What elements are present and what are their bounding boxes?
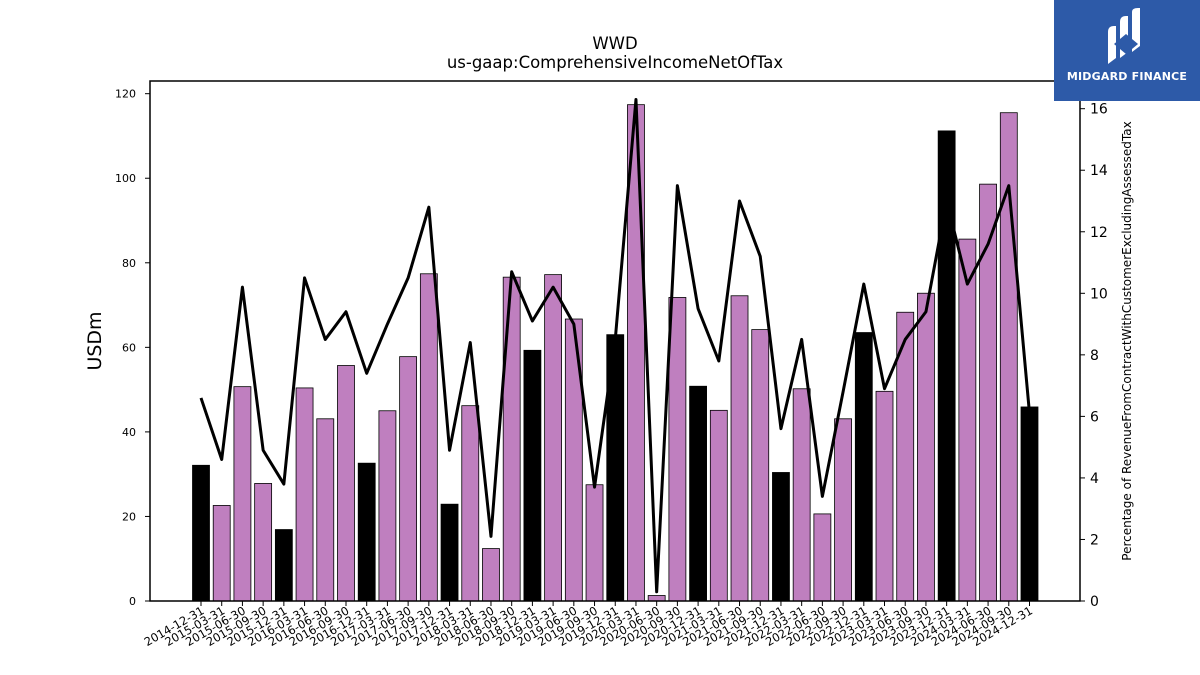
y-tick-label: 60 [122, 341, 136, 354]
logo-text: MIDGARD FINANCE [1066, 70, 1188, 83]
chart-title: WWD [592, 34, 637, 53]
y2-tick-label: 4 [1090, 471, 1099, 487]
x-axis-ticks: 2014-12-312015-03-312015-06-302015-09-30… [142, 601, 1035, 649]
bar [958, 238, 977, 602]
bar [813, 513, 832, 602]
y-axis-ticks: 0 20 40 60 80 100 120 [115, 88, 150, 608]
bar [875, 390, 894, 602]
y2-tick-label: 0 [1090, 594, 1099, 610]
y-tick-label: 0 [129, 595, 136, 608]
bar [689, 385, 707, 602]
bar [440, 503, 459, 602]
y-tick-label: 40 [122, 426, 136, 439]
bar [544, 274, 562, 602]
y2-axis-label: Percentage of RevenueFromContractWithCus… [1120, 121, 1134, 560]
brand-logo: MIDGARD FINANCE [1054, 0, 1200, 101]
bar [792, 388, 811, 602]
bar [378, 410, 397, 602]
bar [709, 409, 728, 602]
bar [854, 332, 873, 602]
y-axis-label: USDm [84, 311, 106, 370]
bar [233, 386, 252, 602]
y2-tick-label: 14 [1090, 163, 1108, 179]
y2-tick-label: 10 [1090, 286, 1108, 302]
bar [337, 365, 355, 602]
y2-tick-label: 8 [1090, 348, 1099, 364]
y-tick-label: 120 [115, 88, 136, 101]
bar [295, 387, 314, 602]
bar [751, 329, 770, 602]
y2-tick-label: 16 [1090, 102, 1108, 118]
y-tick-label: 20 [122, 510, 136, 523]
bar [212, 505, 231, 602]
bar [834, 418, 852, 602]
bar [668, 297, 687, 602]
bar [254, 483, 273, 602]
bar [399, 356, 418, 602]
bar [192, 464, 210, 602]
bar [461, 405, 480, 602]
y2-tick-label: 12 [1090, 225, 1108, 241]
bar [772, 472, 790, 602]
chart-subtitle: us-gaap:ComprehensiveIncomeNetOfTax [447, 53, 784, 72]
bar [482, 548, 500, 602]
bar [316, 418, 335, 602]
bar [502, 276, 521, 602]
bar [357, 462, 376, 602]
y-tick-label: 100 [115, 172, 136, 185]
y2-axis-ticks: 0 2 4 6 8 10 12 14 16 [1080, 102, 1108, 610]
midgard-logo-icon [1108, 8, 1140, 64]
bar [419, 273, 438, 602]
series-line [199, 97, 1031, 594]
plot-frame [149, 80, 1081, 602]
y2-tick-label: 2 [1090, 532, 1099, 548]
bar [274, 529, 293, 602]
y-tick-label: 80 [122, 257, 136, 270]
line-group [199, 97, 1031, 594]
bar-group [192, 104, 1039, 602]
bar [1020, 406, 1039, 602]
bar [917, 292, 935, 602]
y2-tick-label: 6 [1090, 409, 1099, 425]
bar [585, 484, 604, 602]
bar [523, 349, 542, 602]
bar [730, 295, 749, 602]
bar [647, 595, 666, 602]
